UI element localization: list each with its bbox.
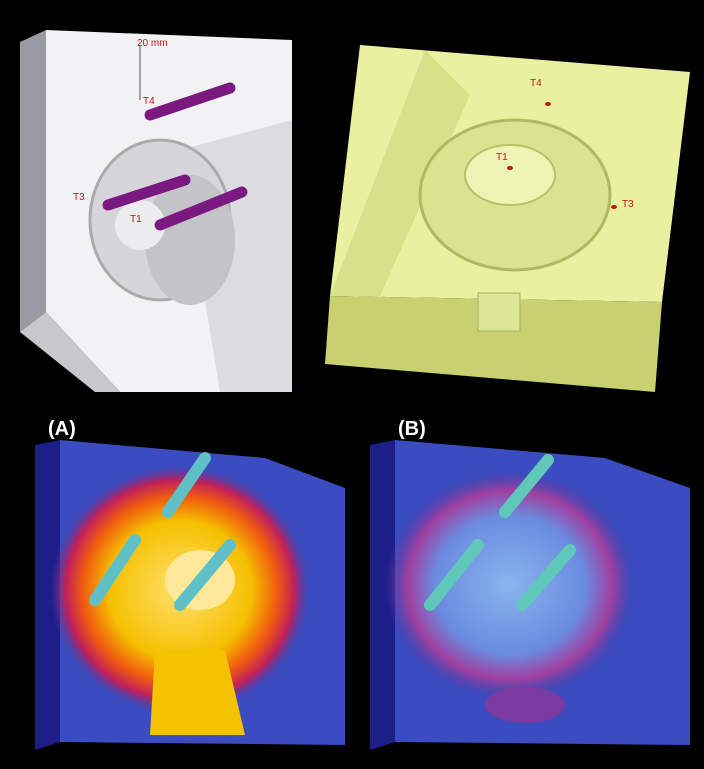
scale-label: 20 mm: [137, 38, 168, 49]
white-mold: [20, 30, 292, 392]
marker-label: T1: [496, 152, 508, 163]
figure: 20 mm T4 T3 T1 T4 T1 T3 (A) (B): [0, 0, 704, 769]
panel-label: (B): [398, 418, 426, 440]
marker-label: T1: [130, 214, 142, 225]
marker-label: T3: [622, 199, 634, 210]
marker-label: T4: [143, 96, 155, 107]
panel-label: (A): [48, 418, 76, 440]
yellow-mold: [325, 45, 690, 392]
page: 20 mm T4 T3 T1 T4 T1 T3 (A) (B): [0, 0, 704, 769]
marker-label: T3: [73, 192, 85, 203]
marker-label: T4: [530, 78, 542, 89]
thermal-view-a: [35, 440, 345, 750]
thermal-view-b: [370, 440, 690, 750]
